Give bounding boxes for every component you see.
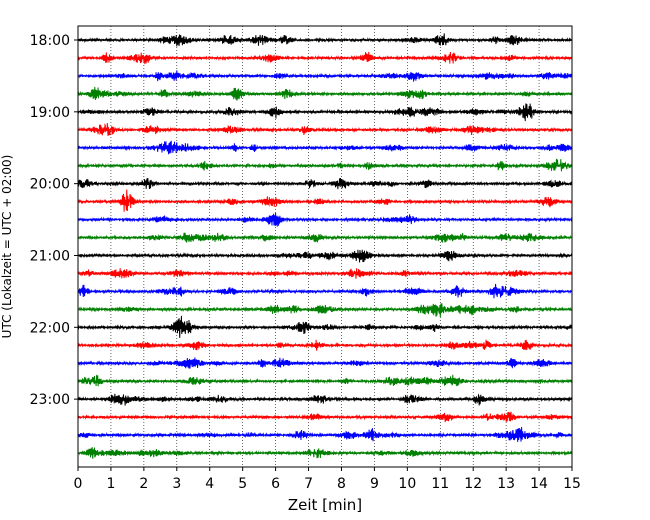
y-axis-ticks: 18:00 19:00 20:00 21:00 22:00 23:00 [30, 33, 78, 408]
x-axis-ticks: 0 1 2 3 4 5 6 7 8 9 10 11 12 13 14 15 [74, 467, 581, 492]
trace-row-3 [77, 86, 573, 101]
trace-row-8 [77, 178, 573, 190]
trace-row-5 [77, 123, 573, 136]
y-tick-label: 22:00 [30, 320, 70, 336]
trace-row-11 [77, 232, 573, 243]
x-tick-label: 9 [370, 476, 379, 492]
x-axis-label: Zeit [min] [288, 496, 362, 514]
x-tick-label: 14 [530, 476, 548, 492]
x-tick-label: 12 [464, 476, 482, 492]
x-tick-label: 13 [497, 476, 515, 492]
y-tick-label: 21:00 [30, 248, 70, 264]
y-tick-label: 19:00 [30, 105, 70, 121]
trace-row-18 [77, 357, 573, 369]
x-tick-label: 10 [398, 476, 416, 492]
trace-row-6 [77, 140, 573, 155]
x-tick-label: 7 [304, 476, 313, 492]
y-tick-label: 20:00 [30, 177, 70, 193]
trace-row-20 [77, 393, 573, 406]
trace-row-16 [77, 315, 573, 338]
trace-row-13 [77, 268, 573, 279]
x-tick-label: 4 [205, 476, 214, 492]
y-tick-label: 23:00 [30, 392, 70, 408]
trace-row-17 [77, 339, 573, 351]
x-tick-label: 8 [337, 476, 346, 492]
x-tick-label: 5 [238, 476, 247, 492]
trace-row-10 [77, 212, 573, 227]
trace-row-4 [77, 103, 573, 122]
trace-row-21 [77, 411, 573, 423]
x-tick-label: 0 [74, 476, 83, 492]
trace-row-23 [77, 447, 573, 459]
trace-row-19 [77, 374, 573, 387]
y-axis-label: UTC (Lokalzeit = UTC + 02:00) [0, 155, 14, 339]
trace-row-2 [77, 70, 573, 82]
x-tick-label: 3 [172, 476, 181, 492]
plot-frame [77, 25, 573, 468]
trace-row-22 [77, 427, 573, 442]
seismic-traces [77, 33, 573, 459]
trace-row-0 [77, 33, 573, 47]
trace-row-14 [77, 283, 573, 299]
trace-row-1 [77, 51, 573, 65]
trace-row-15 [77, 303, 573, 318]
trace-row-9 [77, 189, 573, 212]
y-tick-label: 18:00 [30, 33, 70, 49]
x-tick-label: 2 [139, 476, 148, 492]
trace-row-7 [77, 158, 573, 172]
x-tick-label: 15 [563, 476, 581, 492]
x-tick-label: 1 [106, 476, 115, 492]
x-tick-label: 6 [271, 476, 280, 492]
trace-row-12 [77, 249, 573, 263]
x-tick-label: 11 [431, 476, 449, 492]
